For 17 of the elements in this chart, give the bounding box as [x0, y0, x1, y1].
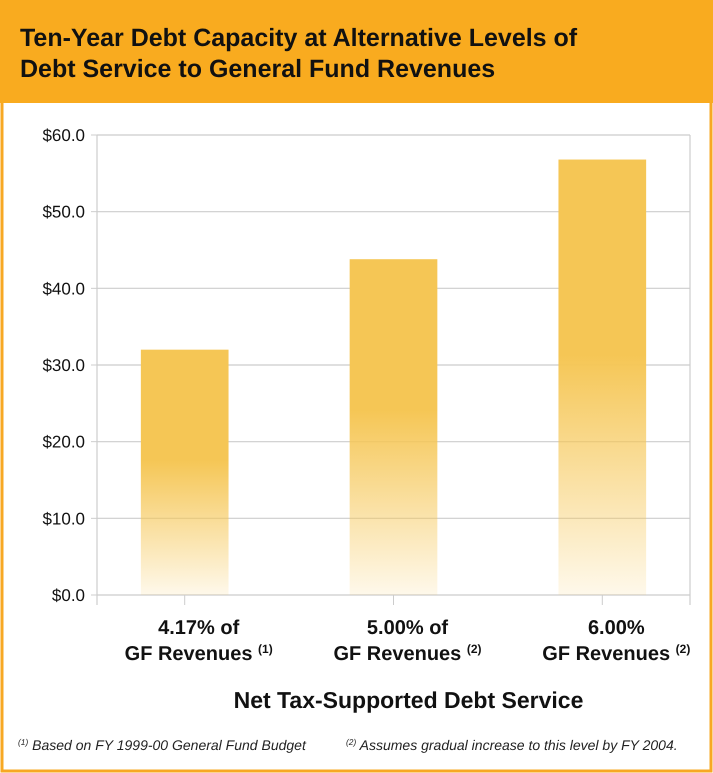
text: $^{(2)}$ Assumes gradual increase to this level by FY 2004.	[346, 737, 678, 753]
y-tick-label: $30.0	[42, 356, 85, 375]
y-tick-label: $50.0	[42, 202, 85, 222]
bar	[558, 160, 646, 595]
bar	[140, 350, 229, 595]
y-tick-label: $60.0	[42, 126, 85, 145]
x-axis-title: Net Tax-Supported Debt Service	[234, 687, 584, 713]
x-tick-label: 4.17% of GF Revenues $^{(1)}$	[124, 617, 273, 665]
y-tick-label: $0.0	[52, 586, 85, 605]
x-tick-label: 5.00% of GF Revenues $^{(2)}$	[333, 617, 482, 665]
text: $^{(1)}$ Based on FY 1999-00 General Fund Budget	[18, 737, 307, 753]
y-tick-label: $20.0	[42, 432, 85, 452]
y-tick-label: $40.0	[42, 279, 85, 298]
x-tick-label: 6.00% GF Revenues $^{(2)}$	[542, 617, 690, 665]
chart-title: Ten-Year Debt Capacity at Alternative Levels of Debt Service to General Fund Revenues	[20, 24, 578, 83]
bar	[350, 259, 438, 595]
y-tick-label: $10.0	[42, 509, 85, 528]
